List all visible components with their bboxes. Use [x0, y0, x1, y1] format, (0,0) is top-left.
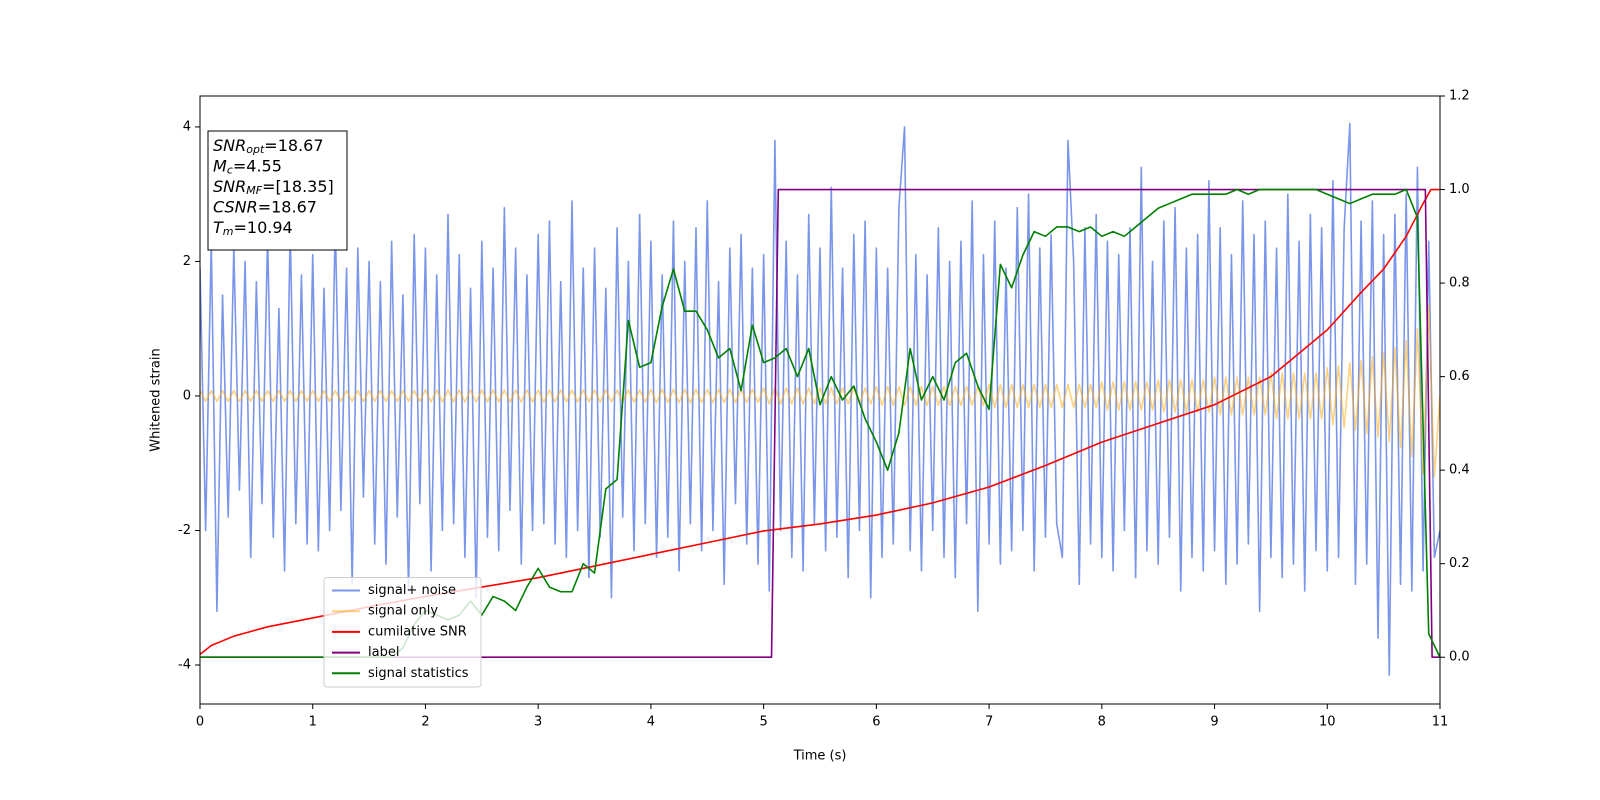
x-tick-label: 7 — [985, 715, 993, 730]
series-line — [200, 188, 1440, 659]
x-tick-label: 9 — [1210, 715, 1218, 730]
annotation-subscript: MF — [246, 184, 262, 197]
series-line — [200, 304, 1440, 478]
annotation-box: SNRopt=18.67Mc=4.55SNRMF=[18.35]CSNR=18.… — [207, 130, 348, 251]
annotation-line: SNRMF=[18.35] — [213, 177, 334, 198]
y-tick-label: 2 — [183, 254, 191, 269]
x-tick-label: 10 — [1319, 715, 1336, 730]
annotation-value: =4.55 — [233, 156, 282, 175]
y-tick-label: 4 — [183, 119, 191, 134]
legend-label: label — [368, 645, 399, 660]
y2-tick-label: 0.4 — [1449, 463, 1470, 478]
x-tick-label: 3 — [534, 715, 542, 730]
y2-tick-label: 0.6 — [1449, 369, 1470, 384]
annotation-line: CSNR=18.67 — [213, 197, 317, 216]
y-tick-label: -4 — [178, 657, 191, 672]
annotation-value: =10.94 — [234, 218, 293, 237]
y2-tick-label: 0.2 — [1449, 556, 1470, 571]
x-tick-label: 1 — [309, 715, 317, 730]
x-tick-label: 0 — [196, 715, 204, 730]
annotation-line: Mc=4.55 — [213, 156, 282, 177]
x-tick-label: 6 — [872, 715, 880, 730]
annotation-subscript: m — [223, 225, 234, 238]
legend: signal+ noise signal only cumilative SNR la… — [323, 577, 482, 688]
annotation-value: =18.67 — [264, 136, 323, 155]
annotation-symbol: T — [213, 218, 224, 237]
y-axis-label: Whitened strain — [149, 348, 164, 451]
y2-tick-label: 0.0 — [1449, 650, 1470, 665]
legend-label: signal statistics — [368, 666, 469, 681]
legend-frame — [323, 577, 482, 688]
y-tick-label: -2 — [178, 523, 191, 538]
annotation-symbol: M — [213, 156, 227, 175]
x-axis-label: Time (s) — [793, 749, 847, 764]
x-tick-label: 5 — [759, 715, 767, 730]
annotation-subscript: opt — [246, 143, 265, 156]
annotation-value: =[18.35] — [262, 177, 334, 196]
x-tick-label: 2 — [421, 715, 429, 730]
axes-frame — [199, 95, 1441, 705]
x-tick-label: 4 — [647, 715, 655, 730]
legend-label: signal only — [368, 604, 438, 619]
y2-tick-label: 1.0 — [1449, 182, 1470, 197]
annotation-line: SNRopt=18.67 — [213, 136, 324, 157]
annotation-symbol: SNR — [213, 177, 246, 196]
x-tick-label: 11 — [1432, 715, 1449, 730]
annotation-line: Tm=10.94 — [213, 218, 293, 239]
y2-tick-label: 1.2 — [1449, 89, 1470, 104]
annotation-subscript: c — [227, 164, 233, 177]
annotation-value: =18.67 — [258, 197, 317, 216]
annotation-frame — [207, 130, 348, 251]
legend-label: signal+ noise — [368, 583, 456, 598]
y2-tick-label: 0.8 — [1449, 276, 1470, 291]
annotation-symbol: SNR — [213, 136, 246, 155]
y-tick-label: 0 — [183, 388, 191, 403]
legend-label: cumilative SNR — [368, 624, 467, 639]
annotation-symbol: CSNR — [213, 197, 258, 216]
series-line — [200, 122, 1440, 676]
x-tick-label: 8 — [1098, 715, 1106, 730]
